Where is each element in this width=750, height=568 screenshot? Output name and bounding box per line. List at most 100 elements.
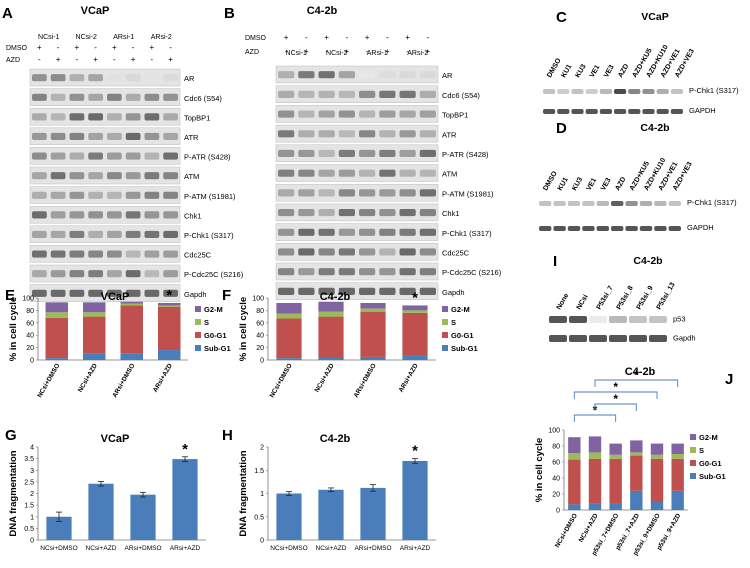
blot-strip: [275, 164, 439, 182]
y-tick-label: 3.5: [24, 456, 34, 463]
blot-band: [318, 130, 335, 138]
bar-segment-s: [360, 308, 386, 312]
blot-band: [88, 270, 103, 278]
blot-band: [649, 316, 667, 323]
bar-segment-g2-m: [650, 443, 664, 455]
blot-band: [553, 201, 566, 206]
bar-segment-s: [609, 454, 622, 459]
blot-band: [88, 191, 103, 199]
blot-band: [670, 109, 683, 114]
blot-band: [379, 248, 396, 256]
dmso-sign: -: [346, 33, 349, 42]
panel-letter-F: F: [222, 287, 231, 304]
panel-letter-C: C: [556, 9, 567, 26]
blot-band: [654, 226, 667, 231]
blot-band: [32, 250, 47, 258]
blot-band: [318, 268, 335, 276]
y-tick-label: 0: [30, 358, 34, 365]
bar: [276, 493, 302, 540]
blot-band: [338, 71, 355, 79]
azd-sign: -: [76, 55, 79, 64]
bar-segment-g2-m: [276, 302, 302, 314]
blot-band: [670, 89, 683, 94]
protein-label: Cdc25C: [184, 251, 212, 260]
blot-band: [379, 149, 396, 158]
blot-band: [318, 209, 335, 217]
blot-band: [399, 268, 416, 276]
y-tick-label: 60: [552, 460, 560, 467]
blot-band: [69, 152, 85, 160]
category-label: ARsi+DMSO: [354, 545, 391, 552]
legend-label: S: [451, 318, 456, 327]
blot-band: [338, 169, 355, 177]
blot-band: [163, 132, 178, 141]
blot-band: [107, 230, 122, 239]
y-tick-label: 2: [260, 445, 264, 452]
protein-label: ATM: [442, 170, 457, 179]
category-label: ARsi+AZD: [400, 545, 431, 552]
azd-sign: +: [426, 47, 431, 56]
bar-segment-s: [402, 310, 428, 313]
legend-swatch: [442, 332, 448, 338]
protein-label: Cdc6 (S54): [442, 91, 480, 100]
bar-segment-g0-g1: [671, 458, 684, 491]
blot-band: [50, 270, 66, 278]
bar-segment-sub-g1: [630, 490, 643, 510]
dmso-sign: +: [284, 33, 289, 42]
blot-band: [629, 316, 647, 323]
blot-band: [144, 93, 160, 101]
protein-label: P-ATM (S1981): [442, 189, 494, 198]
y-tick-label: 0: [556, 508, 560, 515]
category-label: ARsi+AZD: [152, 362, 174, 393]
blot-band: [125, 250, 141, 258]
bar-segment-g2-m: [671, 443, 684, 454]
y-tick-label: 1: [260, 491, 264, 498]
blot-band: [543, 109, 556, 114]
blot-band: [359, 71, 376, 79]
blot-band: [549, 316, 567, 323]
chart-E: E VCaP 0 20 40 60 80 100% in cell cycle NCsi+DMS…: [5, 287, 231, 399]
protein-label: P-Cdc25C (S216): [184, 270, 244, 279]
bar: [130, 494, 156, 540]
blot-band: [278, 110, 295, 118]
blot-band: [125, 152, 141, 160]
dmso-sign: -: [169, 43, 172, 52]
blot-panel-I: I C4-2b None NCsi P53si_7 P53si_8 P53si_9 P53si…: [549, 253, 696, 343]
blot-band: [359, 248, 376, 256]
y-tick-label: 40: [552, 476, 560, 483]
bar: [46, 516, 72, 540]
chart-title: C4-2b: [320, 291, 351, 303]
dmso-sign: -: [94, 43, 97, 52]
y-axis-label: % in cell cycle: [534, 438, 545, 502]
category-label: NCsi+AZD: [77, 362, 99, 393]
panel-letter-D: D: [556, 120, 567, 137]
y-tick-label: 4: [30, 445, 34, 452]
legend-label: G2-M: [204, 305, 223, 314]
y-tick-label: 100: [548, 428, 560, 435]
blot-band: [419, 268, 436, 276]
y-tick-label: 40: [26, 333, 34, 340]
blot-band: [585, 89, 598, 94]
azd-sign: +: [345, 47, 350, 56]
blot-band: [582, 201, 595, 206]
y-tick-label: 80: [256, 308, 264, 315]
bar: [88, 483, 114, 540]
protein-label: Gapdh: [442, 288, 465, 297]
blot-band: [582, 226, 595, 231]
bar-segment-sub-g1: [650, 502, 664, 510]
dmso-sign: +: [112, 43, 117, 52]
chart-title: VCaP: [101, 433, 130, 445]
blot-band: [32, 132, 47, 141]
blot-band: [88, 211, 103, 219]
blot-band: [639, 226, 653, 231]
blot-band: [611, 226, 624, 231]
bar-segment-s: [45, 312, 68, 318]
azd-sign: -: [366, 47, 369, 56]
lane-label: P53si_8: [616, 285, 635, 311]
lane-label: ARsi-2: [151, 34, 172, 41]
protein-label: P-Cdc25C (S216): [442, 268, 502, 277]
bar-segment-s: [568, 453, 581, 460]
y-tick-label: 40: [256, 333, 264, 340]
blot-band: [88, 250, 103, 258]
